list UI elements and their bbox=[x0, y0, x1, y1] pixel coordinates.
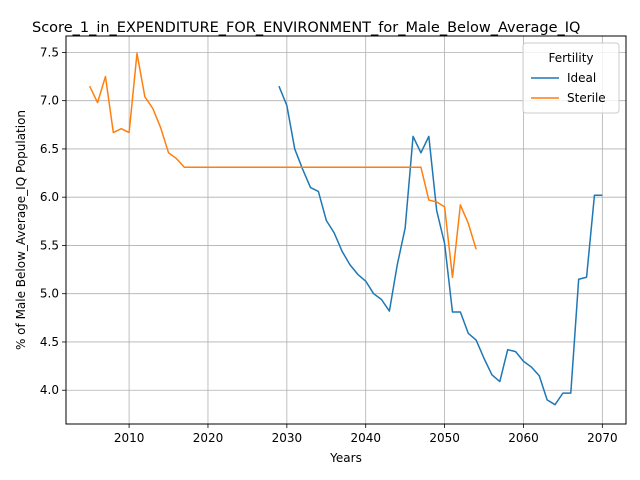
x-tick-label: 2010 bbox=[114, 431, 145, 445]
y-tick-label: 4.5 bbox=[40, 335, 59, 349]
plot-frame bbox=[65, 35, 627, 425]
x-tick-label: 2060 bbox=[508, 431, 539, 445]
y-tick-label: 5.5 bbox=[40, 238, 59, 252]
x-axis-label: Years bbox=[329, 451, 362, 465]
x-axis-ticks: 2010 2020 2030 2040 2050 2060 2070 bbox=[114, 424, 618, 445]
x-tick-label: 2040 bbox=[350, 431, 381, 445]
x-tick-label: 2050 bbox=[429, 431, 460, 445]
y-tick-label: 7.0 bbox=[40, 94, 59, 108]
y-tick-label: 5.0 bbox=[40, 287, 59, 301]
legend-title: Fertility bbox=[548, 51, 593, 65]
y-tick-label: 6.5 bbox=[40, 142, 59, 156]
y-tick-label: 6.0 bbox=[40, 190, 59, 204]
y-axis-label: % of Male Below_Average_IQ Population bbox=[14, 110, 28, 350]
series-line-sterile bbox=[88, 52, 477, 279]
series-line-ideal bbox=[278, 85, 603, 406]
chart-title: Score_1_in_EXPENDITURE_FOR_ENVIRONMENT_f… bbox=[32, 20, 580, 36]
x-tick-label: 2020 bbox=[193, 431, 224, 445]
legend-box bbox=[522, 42, 620, 114]
y-axis-ticks: 4.0 4.5 5.0 5.5 6.0 6.5 7.0 7.5 bbox=[40, 45, 66, 397]
legend: Fertility Ideal Sterile bbox=[522, 42, 620, 114]
x-tick-label: 2070 bbox=[587, 431, 618, 445]
series-lines bbox=[88, 52, 603, 406]
y-tick-label: 4.0 bbox=[40, 383, 59, 397]
y-tick-label: 7.5 bbox=[40, 45, 59, 59]
legend-label-sterile: Sterile bbox=[567, 91, 606, 105]
x-tick-label: 2030 bbox=[272, 431, 303, 445]
legend-label-ideal: Ideal bbox=[567, 71, 596, 85]
